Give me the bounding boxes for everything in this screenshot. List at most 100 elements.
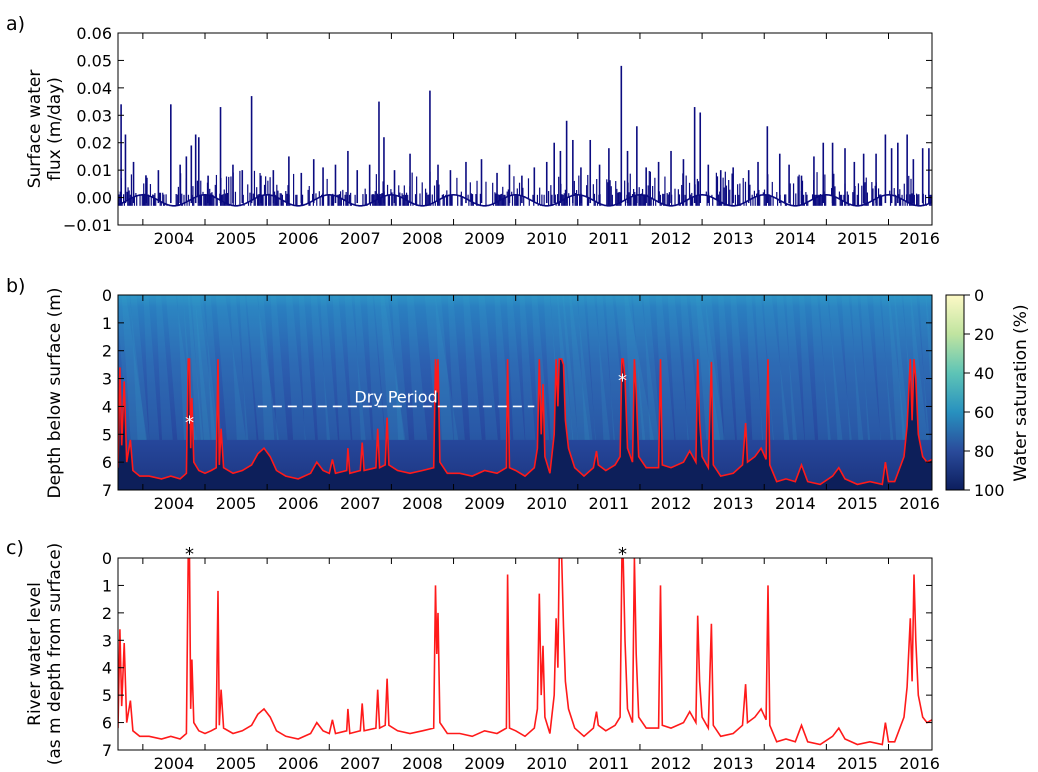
- heatmap-infiltration-streak: [424, 295, 459, 440]
- heatmap-infiltration-streak: [354, 295, 372, 440]
- heatmap-infiltration-streak: [462, 295, 482, 440]
- panel-b-ytick-label: 3: [102, 370, 112, 389]
- heatmap-infiltration-streak: [919, 295, 932, 440]
- panel-b-xtick-label: 2010: [526, 494, 567, 513]
- panel-a-xtick-label: 2015: [837, 229, 878, 248]
- heatmap-water-level-line: [118, 358, 932, 486]
- panel-b-xtick-label: 2008: [402, 494, 443, 513]
- heatmap-infiltration-streak: [506, 295, 525, 440]
- panel-b-ytick-label: 0: [102, 286, 112, 305]
- panel-c-frame: [117, 557, 933, 751]
- panel-c-xtick-label: 2004: [154, 754, 195, 772]
- panel-c-ytick-label: 5: [102, 686, 112, 705]
- colorbar-gradient: [945, 294, 965, 491]
- heatmap-infiltration-streak: [183, 295, 204, 440]
- panel-a-ylabel-line2: flux (m/day): [45, 77, 65, 181]
- colorbar-tick-label: 60: [974, 403, 994, 422]
- heatmap-infiltration-streak: [366, 295, 386, 440]
- heatmap-infiltration-streak: [851, 295, 871, 440]
- colorbar: 0 20 40 60 80 100 Water saturation (%): [945, 286, 1031, 500]
- heatmap-infiltration-streak: [786, 295, 805, 440]
- panel-b-xtick-label: 2007: [340, 494, 381, 513]
- panel-a-ytick-label: 0.04: [76, 79, 112, 98]
- panel-a-ytick-label: 0.01: [76, 161, 112, 180]
- panel-c-xtick-label: 2009: [464, 754, 505, 772]
- heatmap-infiltration-streak: [910, 295, 930, 440]
- heatmap-infiltration-streak: [310, 295, 331, 440]
- heatmap-infiltration-streak: [730, 295, 749, 440]
- panel-c-xtick-label: 2013: [713, 754, 754, 772]
- heatmap-infiltration-streak: [705, 295, 724, 440]
- colorbar-tick-label: 20: [974, 325, 994, 344]
- heatmap-infiltration-streak: [187, 295, 211, 440]
- heatmap-infiltration-streak: [519, 295, 536, 440]
- heatmap-infiltration-streak: [695, 295, 725, 440]
- heatmap-infiltration-streak: [562, 295, 590, 440]
- heatmap-infiltration-streak: [406, 295, 428, 440]
- heatmap-infiltration-streak: [285, 295, 306, 440]
- panel-b-xtick-label: 2015: [837, 494, 878, 513]
- colorbar-label: Water saturation (%): [1011, 304, 1031, 481]
- heatmap-infiltration-streak: [531, 295, 550, 440]
- panel-c-xtick-label: 2016: [899, 754, 940, 772]
- heatmap-infiltration-streak: [557, 295, 579, 440]
- panel-c-xtick-label: 2012: [651, 754, 692, 772]
- panel-c-xtick-label: 2015: [837, 754, 878, 772]
- panel-a-xtick-label: 2010: [526, 229, 567, 248]
- panel-b-ytick-label: 1: [102, 314, 112, 333]
- heatmap-infiltration-streak: [246, 295, 279, 440]
- panel-b-xtick-label: 2013: [713, 494, 754, 513]
- panel-b-xtick-label: 2012: [651, 494, 692, 513]
- panel-b-xtick-label: 2011: [589, 494, 630, 513]
- heatmap-infiltration-streak: [881, 295, 907, 440]
- heatmap-infiltration-streak: [819, 295, 843, 440]
- heatmap-infiltration-streak: [888, 295, 910, 440]
- panel-a-xtick-label: 2005: [216, 229, 257, 248]
- panel-b-frame: [117, 294, 933, 491]
- panel-a-plot-area: [118, 33, 932, 225]
- panel-a-ytick-label: 0.06: [76, 24, 112, 43]
- heatmap-infiltration-streak: [177, 295, 196, 440]
- colorbar-tick-label: 80: [974, 442, 994, 461]
- panel-c-xtick-label: 2014: [775, 754, 816, 772]
- panel-a-xtick-label: 2007: [340, 229, 381, 248]
- heatmap-saturated-zone: [118, 359, 932, 490]
- panel-c-xtick-label: 2006: [278, 754, 319, 772]
- panel-c-xtick-label: 2010: [526, 754, 567, 772]
- river-star-marker-1: *: [185, 544, 194, 565]
- panel-b-xtick-label: 2014: [775, 494, 816, 513]
- panel-a-flux-chart: −0.01 0.00 0.01 0.02 0.03 0.04 0.05 0.06 2004 20…: [25, 24, 940, 248]
- colorbar-tick-label: 0: [974, 286, 984, 305]
- panel-a-xtick-label: 2004: [154, 229, 195, 248]
- heatmap-infiltration-streak: [745, 295, 764, 440]
- panel-a-frame: [117, 32, 933, 226]
- heatmap-infiltration-streak: [925, 295, 932, 414]
- panel-a-ytick-label: 0.05: [76, 51, 112, 70]
- heatmap-infiltration-streak: [578, 295, 596, 440]
- dry-period-label: Dry Period: [354, 387, 437, 406]
- heatmap-infiltration-streak: [643, 295, 662, 440]
- heatmap-infiltration-streak: [435, 295, 454, 440]
- panel-a-xtick-label: 2013: [713, 229, 754, 248]
- panel-label-a: a): [6, 13, 25, 35]
- colorbar-tick-label: 40: [974, 364, 994, 383]
- panel-c-ytick-label: 7: [102, 741, 112, 760]
- heatmap-infiltration-streak: [215, 295, 246, 440]
- panel-a-xtick-label: 2016: [899, 229, 940, 248]
- panel-c-ytick-label: 6: [102, 714, 112, 733]
- heatmap-infiltration-streak: [194, 295, 219, 440]
- colorbar-tick-label: 100: [974, 481, 1005, 500]
- heatmap-infiltration-streak: [841, 295, 864, 440]
- panel-c-ylabel-line1: River water level: [25, 582, 45, 726]
- panel-c-river-level-chart: 0 1 2 3 4 5 6 7 2004 2005 2006 2007 2008 2009 2010 201…: [25, 543, 940, 772]
- panel-b-xtick-label: 2006: [278, 494, 319, 513]
- panel-label-c: c): [6, 537, 24, 559]
- heatmap-star-marker-2: *: [618, 371, 627, 392]
- heatmap-infiltration-streak: [380, 295, 405, 440]
- heatmap-background: [118, 295, 932, 490]
- heatmap-infiltration-streak: [667, 295, 689, 440]
- heatmap-infiltration-streak: [586, 295, 610, 440]
- panel-c-xtick-label: 2011: [589, 754, 630, 772]
- heatmap-infiltration-streak: [270, 295, 288, 440]
